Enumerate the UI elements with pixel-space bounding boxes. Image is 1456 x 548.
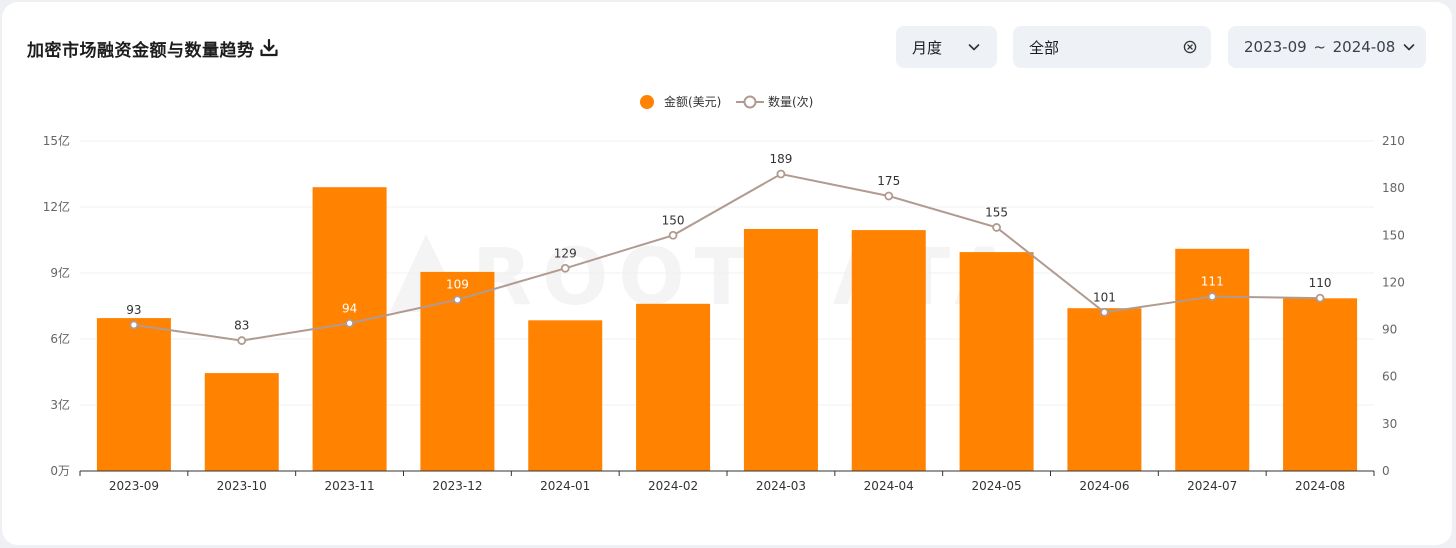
download-icon[interactable] [258, 37, 280, 59]
line-point[interactable] [560, 263, 570, 273]
x-tick-label: 2024-02 [648, 479, 698, 493]
legend-bar-swatch [640, 94, 654, 109]
y-left-tick-label: 12亿 [43, 199, 70, 214]
y-left-tick-label: 0万 [50, 464, 70, 478]
bar[interactable] [1175, 248, 1250, 471]
line-data-label: 94 [342, 301, 357, 315]
line-data-label: 155 [985, 205, 1008, 219]
clear-icon[interactable] [1183, 40, 1197, 54]
bar[interactable] [1067, 308, 1142, 471]
y-left-tick-label: 15亿 [43, 133, 70, 148]
line-data-label: 111 [1201, 275, 1224, 289]
bar-series [96, 187, 1358, 471]
date-range-end[interactable]: 2024-08 [1332, 38, 1396, 56]
date-range-separator: ~ [1313, 38, 1326, 56]
x-tick-label: 2023-12 [432, 479, 482, 493]
x-tick-label: 2024-06 [1079, 479, 1129, 493]
bar[interactable] [1283, 298, 1358, 471]
y-right-tick-label: 150 [1382, 228, 1405, 242]
bar[interactable] [312, 187, 387, 471]
scope-select-value: 全部 [1029, 38, 1060, 57]
line-point[interactable] [776, 169, 786, 179]
legend-item-count[interactable]: 数量(次) [736, 93, 813, 110]
line-data-label: 129 [554, 246, 577, 260]
x-tick-label: 2023-10 [217, 479, 267, 493]
line-data-label: 83 [234, 319, 249, 333]
chart-title: 加密市场融资金额与数量趋势 [27, 41, 255, 61]
line-series: 93 83 94 109 129 150 189 175 155 101 111 110 [126, 152, 1332, 345]
line-data-label: 150 [662, 213, 685, 227]
line-data-label: 110 [1309, 276, 1332, 290]
count-line [133, 172, 1321, 342]
y-left-tick-label: 6亿 [50, 331, 70, 346]
line-point[interactable] [992, 223, 1001, 232]
chevron-down-icon [967, 40, 981, 54]
grid-lines [80, 140, 1374, 406]
y-right-tick-label: 60 [1382, 370, 1397, 384]
x-tick-label: 2024-03 [756, 479, 806, 493]
legend-label-count: 数量(次) [768, 95, 814, 109]
bar[interactable] [528, 320, 603, 471]
legend-label-amount: 金额(美元) [664, 95, 722, 109]
line-data-label: 109 [446, 278, 469, 292]
y-right-tick-label: 210 [1382, 134, 1405, 148]
line-data-label: 175 [877, 174, 900, 188]
bar[interactable] [204, 373, 279, 471]
x-tick-label: 2024-01 [540, 479, 590, 493]
bar[interactable] [959, 252, 1034, 471]
line-point[interactable] [453, 295, 462, 305]
y-left-tick-label: 9亿 [50, 265, 70, 280]
x-tick-label: 2024-08 [1295, 479, 1345, 493]
y-right-tick-label: 30 [1382, 417, 1397, 431]
date-range-start[interactable]: 2023-09 [1244, 38, 1307, 56]
axes: 0万 3亿 6亿 9亿 12亿 15亿 0 30 60 90 120 150 180 210 2023-09… [43, 133, 1405, 493]
line-data-label: 189 [769, 152, 792, 166]
line-point[interactable] [1100, 307, 1109, 317]
y-left-tick-label: 3亿 [50, 397, 70, 412]
y-right-tick-label: 0 [1382, 464, 1390, 478]
date-range-picker[interactable]: 2023-09 ~ 2024-08 [1228, 26, 1426, 68]
chevron-down-icon [1402, 40, 1416, 54]
legend-line-swatch [736, 95, 764, 108]
legend-item-amount[interactable]: 金额(美元) [640, 93, 721, 110]
line-point[interactable] [129, 320, 139, 330]
period-select-value: 月度 [912, 38, 943, 57]
x-tick-label: 2023-09 [109, 479, 159, 493]
scope-select[interactable]: 全部 [1013, 26, 1211, 68]
x-tick-label: 2023-11 [325, 479, 375, 493]
line-data-label: 101 [1093, 290, 1116, 304]
bar[interactable] [851, 230, 926, 471]
line-point[interactable] [1207, 292, 1217, 301]
bar[interactable] [743, 229, 818, 471]
x-tick-label: 2024-05 [972, 479, 1022, 493]
x-tick-label: 2024-04 [864, 479, 914, 493]
line-point[interactable] [668, 230, 678, 240]
x-tick-label: 2024-07 [1187, 479, 1237, 493]
line-point[interactable] [884, 191, 894, 201]
bar[interactable] [636, 303, 711, 471]
line-point[interactable] [345, 318, 354, 328]
line-point[interactable] [1315, 293, 1325, 303]
y-right-tick-label: 180 [1382, 181, 1405, 195]
line-data-label: 93 [126, 303, 141, 317]
y-right-tick-label: 90 [1382, 323, 1397, 337]
period-select[interactable]: 月度 [896, 26, 997, 68]
chart-legend: 金额(美元) 数量(次) [0, 93, 1456, 111]
line-point[interactable] [237, 336, 247, 345]
bar[interactable] [96, 318, 171, 471]
y-right-tick-label: 120 [1382, 275, 1405, 289]
